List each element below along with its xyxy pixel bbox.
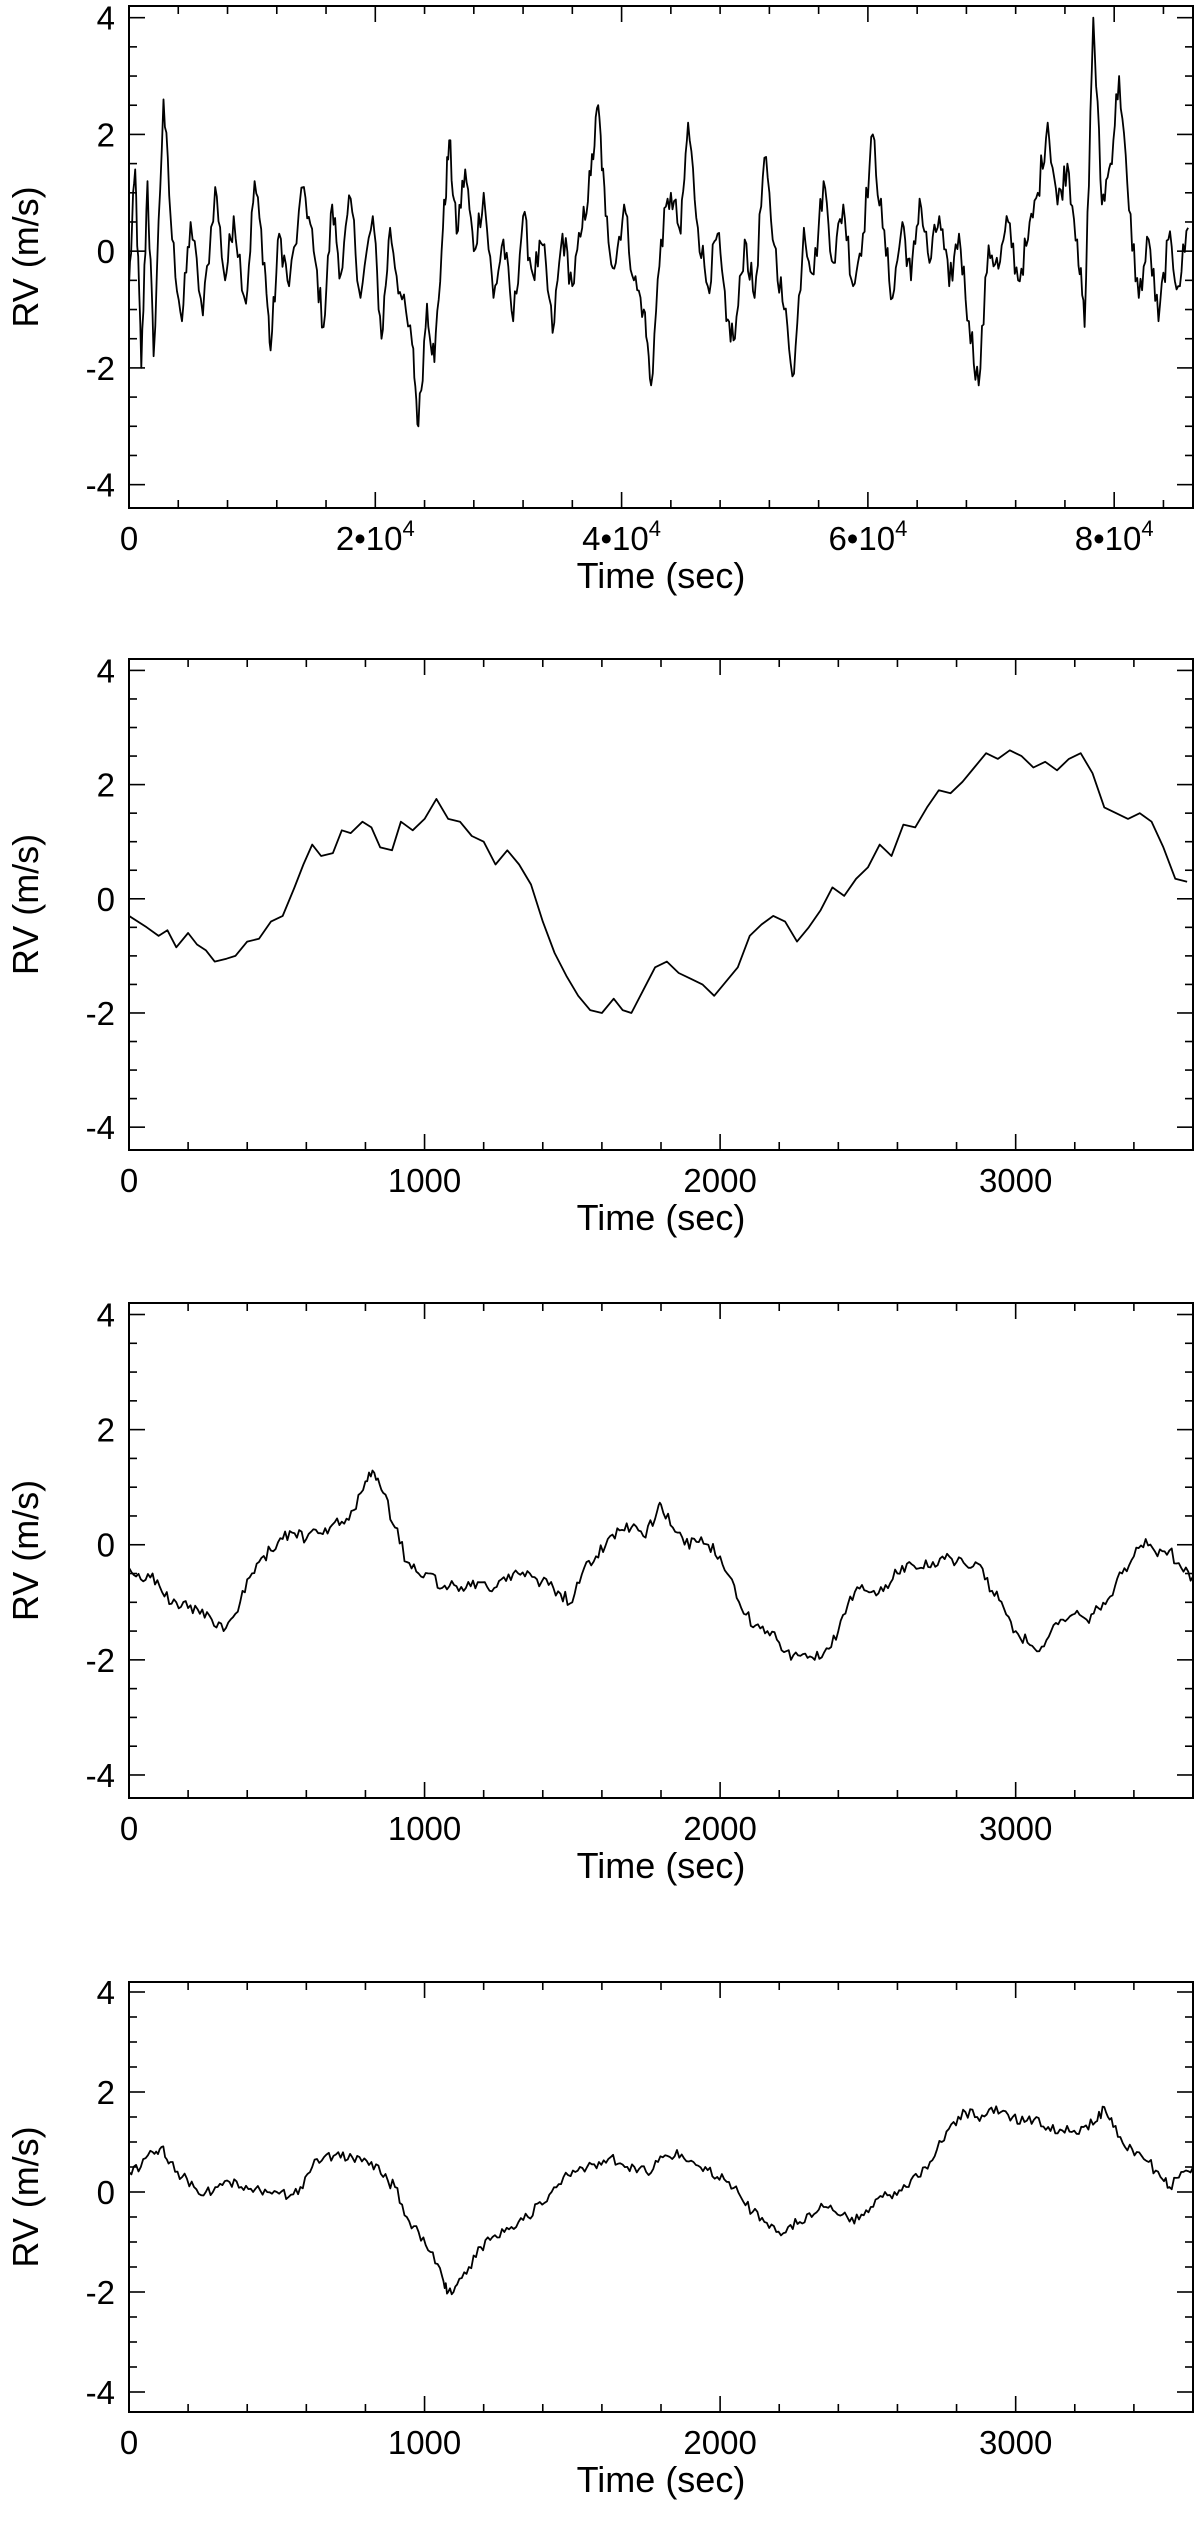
chart-panel-3: 0 1000 2000 3000 -4 -2 0 2 4 Time (sec) RV (m/s) — [5, 1297, 1194, 1886]
x-tick-label-base: 0 — [120, 520, 138, 557]
x-tick-label: 2000 — [683, 1162, 756, 1199]
x-tick-label: 1000 — [388, 2424, 461, 2461]
x-tick-label: 4•104 — [582, 516, 661, 557]
y-tick-label: 4 — [97, 1297, 115, 1334]
x-tick-label-base: 0 — [120, 2424, 138, 2461]
x-tick-label-base: 2•10 — [336, 520, 403, 557]
series-line — [129, 2105, 1193, 2296]
x-tick-label-exponent: 4 — [1141, 516, 1153, 541]
x-tick-label-base: 6•10 — [828, 520, 895, 557]
plot-frame — [128, 1302, 1194, 1799]
y-tick-label: 4 — [97, 652, 115, 689]
x-tick-label-exponent: 4 — [402, 516, 414, 541]
x-tick-label: 3000 — [979, 1810, 1052, 1847]
x-tick-label: 0 — [120, 1810, 138, 1847]
x-tick-label: 2000 — [683, 2424, 756, 2461]
x-tick-label-base: 0 — [120, 1810, 138, 1847]
x-tick-label: 0 — [120, 2424, 138, 2461]
y-tick-label: 0 — [97, 1527, 115, 1564]
x-tick-label-base: 1000 — [388, 1810, 461, 1847]
y-tick-label: -2 — [86, 1642, 115, 1679]
x-tick-label: 1000 — [388, 1162, 461, 1199]
series-line — [129, 749, 1188, 1014]
y-tick-label: -4 — [86, 1109, 115, 1146]
x-tick-label-base: 2000 — [683, 2424, 756, 2461]
x-tick-label-base: 8•10 — [1075, 520, 1142, 557]
x-axis-label: Time (sec) — [577, 1197, 746, 1238]
x-axis-label: Time (sec) — [577, 2459, 746, 2500]
y-tick-label: 0 — [97, 233, 115, 270]
y-tick-label: 2 — [97, 2074, 115, 2111]
y-tick-label: -4 — [86, 467, 115, 504]
x-tick-label: 2000 — [683, 1810, 756, 1847]
x-tick-label: 3000 — [979, 2424, 1052, 2461]
y-tick-label: -2 — [86, 995, 115, 1032]
x-tick-label-base: 3000 — [979, 1810, 1052, 1847]
x-tick-label-base: 1000 — [388, 1162, 461, 1199]
y-axis-label: RV (m/s) — [5, 1480, 46, 1621]
plot-frame — [128, 5, 1194, 509]
x-tick-label-base: 3000 — [979, 2424, 1052, 2461]
y-tick-label: -2 — [86, 2274, 115, 2311]
x-tick-label: 3000 — [979, 1162, 1052, 1199]
y-tick-label: 0 — [97, 881, 115, 918]
x-tick-label: 6•104 — [828, 516, 907, 557]
y-tick-label: -2 — [86, 350, 115, 387]
x-tick-label-base: 2000 — [683, 1810, 756, 1847]
series-line — [129, 1469, 1193, 1661]
x-tick-label-base: 0 — [120, 1162, 138, 1199]
y-axis-label: RV (m/s) — [5, 2126, 46, 2267]
chart-panel-4: 0 1000 2000 3000 -4 -2 0 2 4 Time (sec) RV (m/s) — [5, 1974, 1194, 2500]
x-tick-label: 1000 — [388, 1810, 461, 1847]
y-tick-label: -4 — [86, 2374, 115, 2411]
y-tick-label: 2 — [97, 1412, 115, 1449]
x-tick-label-exponent: 4 — [895, 516, 907, 541]
x-axis-label: Time (sec) — [577, 1845, 746, 1886]
y-tick-label: 4 — [97, 1974, 115, 2011]
y-axis-label: RV (m/s) — [5, 834, 46, 975]
x-tick-label-base: 2000 — [683, 1162, 756, 1199]
y-tick-label: 2 — [97, 116, 115, 153]
series-line — [129, 16, 1189, 428]
x-tick-label: 8•104 — [1075, 516, 1154, 557]
x-axis-label: Time (sec) — [577, 555, 746, 596]
y-tick-label: -4 — [86, 1757, 115, 1794]
x-tick-label-base: 3000 — [979, 1162, 1052, 1199]
x-tick-label: 0 — [120, 520, 138, 557]
plot-frame — [128, 658, 1194, 1151]
x-tick-label-exponent: 4 — [649, 516, 661, 541]
y-tick-label: 2 — [97, 767, 115, 804]
x-tick-label-base: 4•10 — [582, 520, 649, 557]
x-tick-label: 2•104 — [336, 516, 415, 557]
y-axis-label: RV (m/s) — [5, 186, 46, 327]
y-tick-label: 4 — [97, 0, 115, 37]
x-tick-label-base: 1000 — [388, 2424, 461, 2461]
x-tick-label: 0 — [120, 1162, 138, 1199]
y-tick-label: 0 — [97, 2174, 115, 2211]
chart-panel-2: 0 1000 2000 3000 -4 -2 0 2 4 Time (sec) RV (m/s) — [5, 652, 1194, 1238]
